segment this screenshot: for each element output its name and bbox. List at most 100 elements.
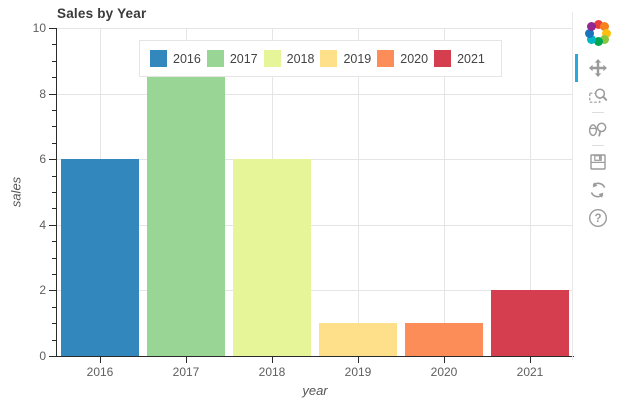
y-minor-tick bbox=[52, 306, 56, 308]
y-minor-tick bbox=[52, 274, 56, 275]
x-major-tick bbox=[444, 357, 445, 363]
y-minor-tick bbox=[52, 110, 56, 111]
legend-item: 2019 bbox=[320, 50, 371, 67]
x-tick-label: 2019 bbox=[344, 365, 372, 379]
chart-title: Sales by Year bbox=[57, 6, 147, 21]
box-zoom-tool-button[interactable] bbox=[578, 82, 618, 110]
bar-2019 bbox=[319, 323, 397, 356]
save-icon bbox=[590, 154, 606, 170]
y-gridline bbox=[57, 28, 573, 29]
y-major-tick bbox=[49, 159, 56, 161]
x-major-tick bbox=[530, 357, 531, 363]
toolbar-separator bbox=[572, 12, 573, 360]
y-minor-tick bbox=[52, 44, 56, 46]
x-major-tick bbox=[100, 357, 101, 363]
bokeh-logo-dot bbox=[593, 37, 603, 46]
tool-divider bbox=[592, 145, 604, 146]
legend-swatch bbox=[263, 50, 281, 67]
y-major-tick bbox=[49, 93, 56, 95]
tool-divider bbox=[592, 112, 604, 113]
x-tick-label: 2016 bbox=[86, 365, 114, 379]
legend-swatch bbox=[320, 50, 338, 67]
legend-label: 2018 bbox=[286, 51, 315, 66]
x-tick-label: 2020 bbox=[430, 365, 458, 379]
y-tick-label: 6 bbox=[39, 152, 46, 167]
y-minor-tick bbox=[52, 142, 56, 144]
legend-item: 2016 bbox=[150, 50, 201, 67]
x-gridline bbox=[530, 28, 531, 356]
legend-label: 2019 bbox=[343, 51, 372, 66]
help-tool-button[interactable]: ? bbox=[578, 204, 618, 232]
reset-icon bbox=[590, 182, 606, 198]
bokeh-logo[interactable] bbox=[585, 20, 611, 46]
legend-label: 2017 bbox=[229, 51, 258, 66]
legend-item: 2018 bbox=[263, 50, 315, 67]
y-tick-label: 2 bbox=[39, 283, 46, 298]
y-minor-tick bbox=[52, 208, 56, 210]
x-major-tick bbox=[358, 357, 359, 363]
y-gridline bbox=[57, 290, 573, 292]
bar-2020 bbox=[405, 323, 483, 356]
plot-canvas[interactable] bbox=[57, 28, 573, 356]
box-zoom-icon bbox=[589, 88, 608, 103]
legend-item: 2017 bbox=[206, 50, 258, 67]
bokeh-logo-dot bbox=[585, 28, 594, 38]
y-minor-tick bbox=[52, 323, 56, 325]
y-minor-tick bbox=[52, 257, 56, 259]
x-gridline bbox=[358, 28, 359, 356]
svg-text:?: ? bbox=[594, 213, 601, 225]
y-major-tick bbox=[49, 28, 56, 29]
x-major-tick bbox=[272, 357, 273, 363]
bar-2021 bbox=[491, 290, 569, 356]
toolbar: ? bbox=[575, 20, 619, 232]
y-gridline bbox=[57, 224, 573, 226]
bokeh-logo-dot bbox=[599, 34, 609, 44]
wheel-zoom-tool-button[interactable] bbox=[578, 115, 618, 143]
help-icon: ? bbox=[588, 208, 608, 228]
y-minor-tick bbox=[52, 339, 56, 341]
bar-2016 bbox=[61, 159, 139, 356]
y-axis-line bbox=[56, 28, 57, 357]
y-gridline bbox=[57, 159, 573, 161]
legend-swatch bbox=[434, 50, 452, 67]
bokeh-logo-dot bbox=[587, 22, 597, 32]
y-minor-tick bbox=[52, 175, 56, 177]
y-tick-label: 10 bbox=[32, 21, 46, 35]
legend-label: 2020 bbox=[400, 51, 429, 66]
bar-2018 bbox=[233, 159, 311, 356]
x-tick-label: 2021 bbox=[516, 365, 544, 379]
y-tick-label: 0 bbox=[39, 349, 46, 363]
legend-swatch bbox=[150, 50, 167, 67]
y-major-tick bbox=[49, 224, 56, 226]
y-major-tick bbox=[49, 356, 56, 357]
bokeh-logo-dot bbox=[599, 22, 609, 32]
y-minor-tick bbox=[52, 241, 56, 243]
x-tick-label: 2018 bbox=[258, 365, 286, 379]
x-major-tick bbox=[186, 357, 187, 363]
legend-label: 2016 bbox=[173, 51, 201, 66]
x-axis-label: year bbox=[302, 383, 328, 398]
y-minor-tick bbox=[52, 192, 56, 193]
legend: 2016 2017 2018 2019 2020 2021 bbox=[139, 40, 502, 77]
bar-2017 bbox=[147, 77, 225, 356]
bokeh-logo-dot bbox=[587, 34, 597, 44]
pan-tool-button[interactable] bbox=[575, 54, 618, 82]
x-axis-line bbox=[56, 356, 574, 357]
legend-item: 2020 bbox=[377, 50, 428, 67]
y-minor-tick bbox=[52, 77, 56, 79]
pan-icon bbox=[589, 59, 607, 77]
bokeh-logo-dot bbox=[593, 20, 603, 29]
save-tool-button[interactable] bbox=[578, 148, 618, 176]
legend-swatch bbox=[206, 50, 224, 67]
y-major-tick bbox=[49, 290, 56, 292]
wheel-zoom-icon bbox=[588, 122, 607, 137]
x-tick-label: 2017 bbox=[172, 365, 200, 379]
reset-tool-button[interactable] bbox=[578, 176, 618, 204]
y-gridline bbox=[57, 93, 573, 95]
y-tick-label: 8 bbox=[39, 86, 46, 101]
bokeh-logo-dot bbox=[602, 28, 611, 38]
legend-item: 2021 bbox=[434, 50, 485, 67]
legend-swatch bbox=[377, 50, 395, 67]
y-minor-tick bbox=[52, 126, 56, 128]
